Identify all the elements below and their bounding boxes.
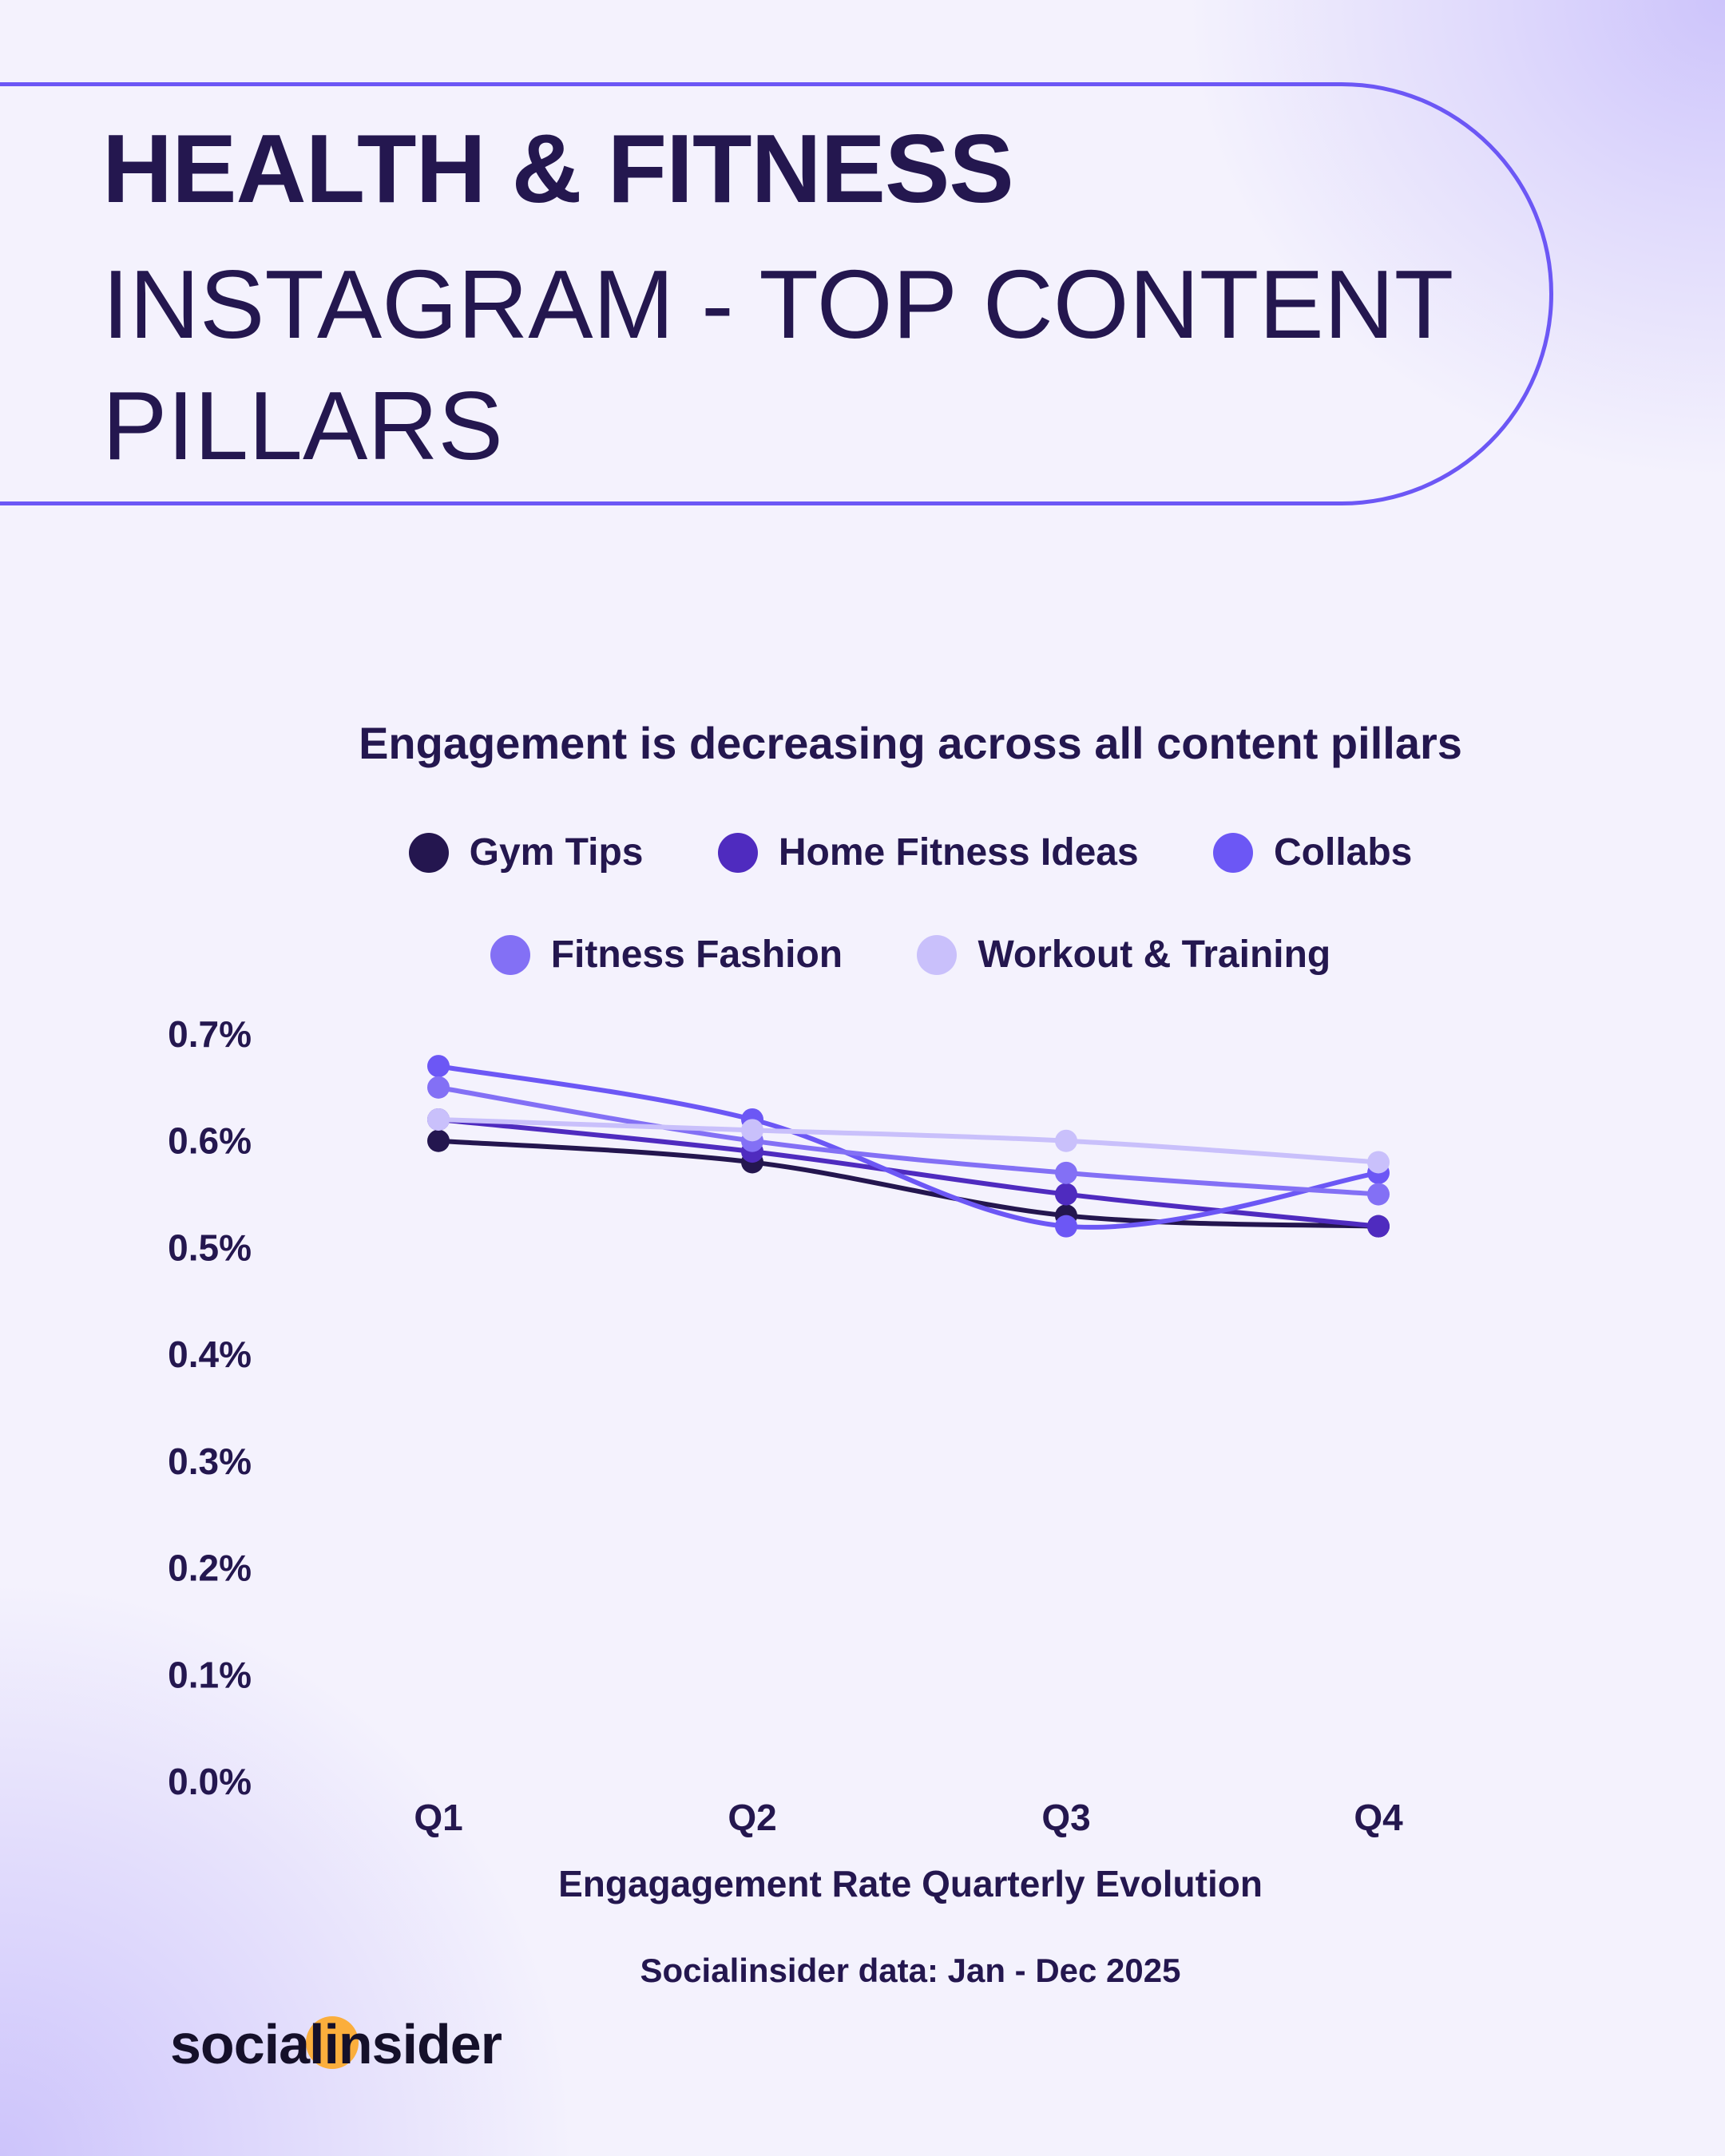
legend-dot xyxy=(1213,832,1253,873)
data-point xyxy=(1055,1161,1077,1184)
y-tick-label: 0.7% xyxy=(168,1013,252,1055)
header-pill-outline xyxy=(0,82,1553,505)
legend-item-collabs: Collabs xyxy=(1213,830,1412,874)
series-line xyxy=(438,1116,1379,1229)
y-tick-label: 0.4% xyxy=(168,1334,252,1375)
y-tick-label: 0.5% xyxy=(168,1227,252,1268)
data-point xyxy=(1055,1215,1077,1238)
y-tick-label: 0.6% xyxy=(168,1120,252,1162)
legend-item-gym-tips: Gym Tips xyxy=(408,830,644,874)
data-point xyxy=(1367,1215,1390,1238)
legend-dot xyxy=(717,832,758,873)
y-tick-label: 0.0% xyxy=(168,1761,252,1802)
data-point xyxy=(1367,1151,1390,1174)
data-point xyxy=(1367,1183,1390,1206)
legend-label: Fitness Fashion xyxy=(550,933,843,976)
series-line xyxy=(438,1084,1379,1197)
legend-dot xyxy=(917,934,958,975)
logo-wordmark: socialinsider xyxy=(170,2013,502,2075)
legend-label: Gym Tips xyxy=(469,831,644,874)
x-tick-label: Q3 xyxy=(1041,1797,1090,1838)
legend-label: Workout & Training xyxy=(978,933,1331,976)
y-tick-label: 0.3% xyxy=(168,1441,252,1482)
x-tick-label: Q2 xyxy=(728,1797,776,1838)
chart-title: Engagement is decreasing across all cont… xyxy=(359,718,1462,768)
data-point xyxy=(427,1108,450,1131)
page-subtitle: INSTAGRAM - TOP CONTENT PILLARS xyxy=(102,250,1453,480)
legend-item-fitness-fashion: Fitness Fashion xyxy=(490,933,843,977)
legend-dot xyxy=(408,832,449,873)
series-line xyxy=(438,1064,1379,1230)
logo-sun-icon xyxy=(306,2016,359,2069)
data-point xyxy=(427,1055,450,1078)
y-tick-label: 0.2% xyxy=(168,1548,252,1589)
legend-label: Collabs xyxy=(1274,831,1413,874)
data-point xyxy=(1055,1129,1077,1152)
data-point xyxy=(1055,1183,1077,1206)
page-title: HEALTH & FITNESS xyxy=(102,114,1014,223)
legend-dot xyxy=(490,934,530,975)
legend-row-2: Fitness Fashion Workout & Training xyxy=(0,933,1725,985)
y-tick-label: 0.1% xyxy=(168,1654,252,1695)
x-tick-label: Q4 xyxy=(1354,1797,1403,1838)
legend-item-home-fitness: Home Fitness Ideas xyxy=(717,830,1139,874)
series-line xyxy=(438,1138,1379,1229)
data-point xyxy=(741,1119,763,1142)
x-tick-label: Q1 xyxy=(414,1797,462,1838)
socialinsider-logo: socialinsider xyxy=(170,2012,502,2076)
legend-label: Home Fitness Ideas xyxy=(778,831,1139,874)
x-axis-label: Engagagement Rate Quarterly Evolution xyxy=(558,1863,1263,1904)
series-line xyxy=(438,1116,1379,1165)
data-point xyxy=(427,1129,450,1152)
legend-item-workout-training: Workout & Training xyxy=(917,933,1330,977)
data-point xyxy=(427,1076,450,1099)
legend-row-1: Gym Tips Home Fitness Ideas Collabs xyxy=(0,830,1725,882)
source-note: Socialinsider data: Jan - Dec 2025 xyxy=(640,1952,1181,1989)
